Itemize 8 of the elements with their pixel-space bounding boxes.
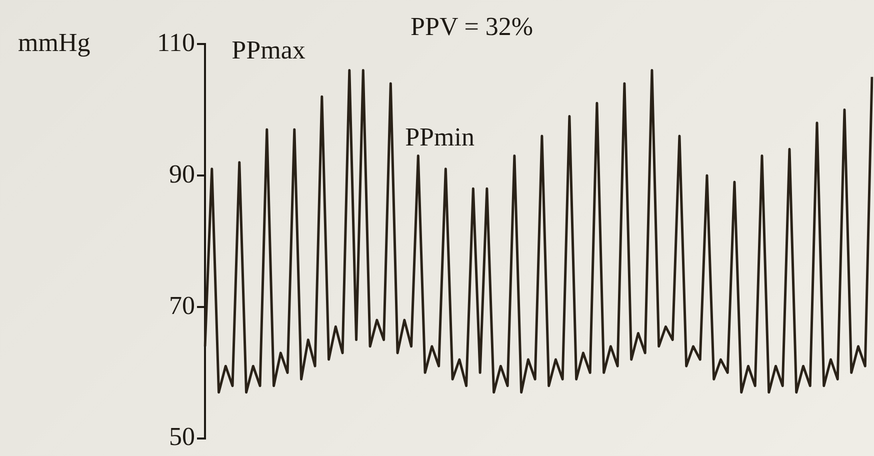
annotation: PPmin	[405, 122, 474, 152]
y-axis-title: mmHg	[18, 28, 90, 57]
y-tick-label: 50	[169, 422, 195, 452]
chart-title: PPV = 32%	[410, 12, 534, 41]
annotation: PPmax	[232, 36, 306, 65]
y-tick-label: 90	[169, 159, 195, 188]
y-tick-label: 70	[169, 290, 195, 320]
y-tick-label: 110	[156, 28, 195, 57]
